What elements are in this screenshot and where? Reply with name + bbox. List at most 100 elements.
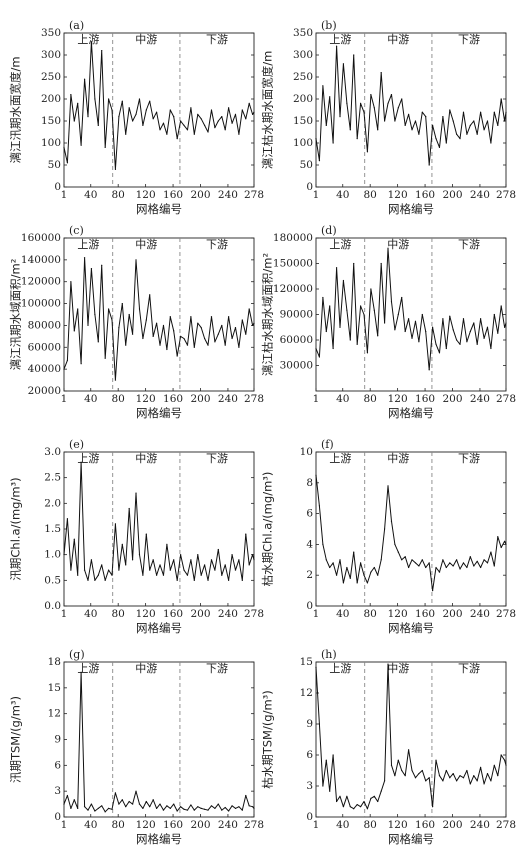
data-point — [504, 120, 506, 122]
y-tick-label: 18 — [48, 656, 61, 668]
data-point — [135, 790, 137, 792]
data-point — [166, 133, 168, 135]
data-point — [221, 574, 223, 576]
y-tick-label: 140000 — [21, 254, 61, 266]
data-point — [193, 809, 195, 811]
data-point — [180, 554, 182, 556]
y-tick-label: 90000 — [280, 309, 313, 321]
y-tick-label: 3 — [306, 780, 313, 792]
x-tick-label: 1 — [313, 393, 320, 405]
data-point — [73, 538, 75, 540]
data-point — [253, 559, 255, 561]
data-point — [111, 574, 113, 576]
y-tick-label: 8 — [306, 477, 313, 489]
data-point — [176, 810, 178, 812]
data-point — [207, 579, 209, 581]
data-point — [131, 333, 134, 335]
data-point — [493, 565, 495, 567]
data-point — [169, 569, 171, 571]
data-point — [107, 569, 110, 571]
data-point — [87, 324, 89, 327]
data-point — [145, 533, 147, 535]
data-point — [438, 146, 441, 148]
data-point — [322, 785, 324, 787]
data-point — [318, 723, 321, 725]
data-point — [490, 780, 492, 782]
y-tick-label: 150000 — [273, 258, 313, 270]
data-point — [149, 100, 151, 102]
region-label: 下游 — [206, 662, 228, 675]
x-tick-label: 40 — [336, 608, 349, 620]
panel-label: (a) — [69, 19, 84, 32]
data-point — [183, 569, 185, 571]
data-point — [476, 560, 478, 562]
data-point — [435, 138, 437, 140]
data-point — [238, 806, 240, 808]
data-point — [186, 574, 189, 576]
data-point — [245, 794, 247, 797]
data-point — [432, 326, 434, 328]
data-point — [425, 330, 427, 333]
x-tick-label: 1 — [313, 819, 320, 831]
data-point — [390, 520, 393, 522]
data-point — [253, 807, 255, 809]
data-point — [404, 556, 406, 558]
panel-e: 上游 中游 下游 (e) 0.0 0.5 1.0 1.5 2.0 2.5 3.0 1 40 80 120 16… — [9, 438, 265, 635]
data-point — [63, 146, 65, 148]
data-point — [94, 98, 96, 100]
data-point — [159, 564, 161, 566]
data-point — [186, 344, 189, 346]
data-point — [252, 324, 254, 327]
data-point — [90, 803, 93, 805]
region-label: 上游 — [77, 33, 99, 46]
data-point — [70, 569, 72, 571]
data-point — [346, 309, 348, 311]
data-point — [466, 769, 468, 772]
data-point — [200, 807, 202, 809]
data-point — [356, 804, 358, 806]
data-point — [221, 809, 223, 811]
panel-c: 上游 中游 下游 (c) 20000 40000 60000 80000 100000 12000… — [9, 224, 265, 420]
data-point — [173, 330, 175, 332]
data-point — [241, 109, 243, 111]
data-point — [390, 301, 393, 303]
data-point — [186, 809, 189, 811]
y-tick-label: 160000 — [21, 232, 61, 244]
data-point — [128, 800, 130, 803]
data-point — [407, 749, 410, 751]
region-label: 中游 — [387, 238, 409, 251]
data-point — [387, 102, 389, 104]
data-point — [186, 129, 189, 131]
data-point — [476, 133, 478, 135]
data-point — [190, 107, 192, 109]
data-point — [459, 343, 461, 345]
y-tick-label: 15 — [300, 656, 313, 668]
data-point — [377, 129, 379, 131]
data-point — [173, 559, 175, 561]
data-point — [318, 505, 321, 507]
data-point — [462, 562, 465, 564]
data-point — [176, 138, 178, 140]
data-point — [473, 775, 475, 777]
data-point — [169, 109, 171, 111]
data-point — [166, 805, 168, 807]
data-point — [356, 138, 358, 140]
data-point — [155, 111, 158, 113]
data-point — [425, 116, 427, 118]
data-point — [459, 138, 461, 140]
data-point — [456, 133, 458, 135]
y-tick-label: 80000 — [28, 319, 61, 331]
data-point — [432, 806, 434, 808]
y-axis-label: 汛期Chl.a/(mg/m³) — [9, 477, 23, 580]
data-point — [349, 806, 351, 808]
data-point — [87, 579, 89, 581]
plot-frame — [315, 237, 507, 392]
region-label: 上游 — [77, 452, 99, 465]
data-point — [373, 566, 375, 569]
data-point — [87, 809, 89, 811]
data-point — [483, 783, 485, 785]
data-point — [462, 777, 465, 779]
data-point — [234, 569, 237, 571]
data-point — [418, 773, 420, 775]
data-point — [176, 355, 178, 357]
